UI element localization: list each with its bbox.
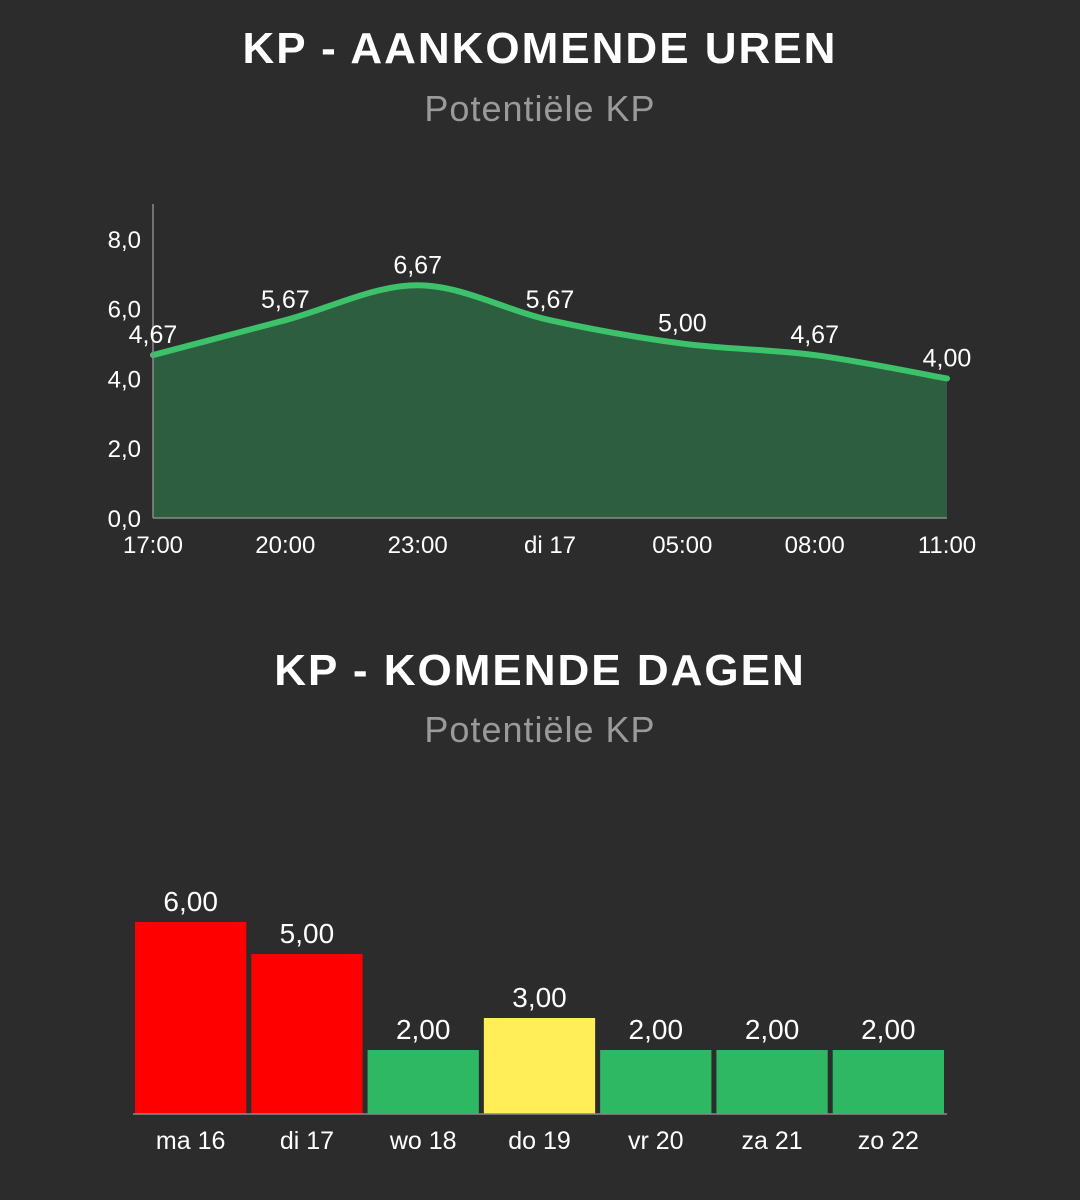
hourly-chart-subtitle: Potentiële KP (424, 88, 656, 129)
hourly-chart-title: KP - AANKOMENDE UREN (242, 24, 838, 73)
bar (251, 954, 363, 1114)
daily-kp-bar-chart: 6,00 ma 16 5,00 di 17 2,00 wo 18 3,00 do 19 2,00… (133, 886, 947, 1155)
daily-chart-subtitle: Potentiële KP (424, 709, 656, 750)
data-label: 5,67 (261, 286, 310, 314)
data-label: 2,00 (861, 1014, 916, 1045)
y-tick-label: 4,0 (108, 366, 141, 393)
data-label: 6,00 (163, 886, 218, 917)
x-tick-label: vr 20 (628, 1127, 684, 1155)
y-tick-label: 6,0 (108, 297, 141, 324)
data-label: 3,00 (512, 982, 567, 1013)
data-label: 4,00 (923, 344, 972, 372)
x-tick-label: 20:00 (255, 532, 315, 559)
x-tick-label: 08:00 (785, 532, 845, 559)
x-tick-label: di 17 (524, 532, 576, 559)
bar (716, 1050, 828, 1114)
x-tick-label: 05:00 (652, 532, 712, 559)
data-label: 4,67 (129, 321, 178, 349)
daily-chart-title: KP - KOMENDE DAGEN (274, 646, 806, 695)
bar (832, 1050, 944, 1114)
data-label: 4,67 (790, 321, 839, 349)
x-tick-label: 11:00 (918, 532, 976, 559)
y-tick-label: 2,0 (108, 436, 141, 463)
data-label: 2,00 (629, 1014, 684, 1045)
x-tick-label: ma 16 (156, 1127, 225, 1155)
bar (135, 922, 247, 1114)
x-tick-label: zo 22 (858, 1127, 919, 1155)
bar (367, 1050, 479, 1114)
x-tick-label: do 19 (508, 1127, 571, 1155)
x-tick-label: 17:00 (123, 532, 183, 559)
data-label: 5,00 (280, 918, 335, 949)
data-label: 2,00 (396, 1014, 451, 1045)
bar (600, 1050, 712, 1114)
x-tick-label: wo 18 (389, 1127, 457, 1155)
data-label: 2,00 (745, 1014, 800, 1045)
data-label: 5,67 (526, 286, 575, 314)
y-tick-label: 0,0 (108, 506, 141, 533)
data-label: 5,00 (658, 310, 707, 338)
x-tick-label: za 21 (741, 1127, 802, 1155)
hourly-kp-area-chart: 0,0 2,0 4,0 6,0 8,0 17:00 20:00 23:00 di 17 05:00… (108, 204, 976, 559)
x-tick-label: 23:00 (388, 532, 448, 559)
y-tick-label: 8,0 (108, 227, 141, 254)
bar (483, 1018, 596, 1114)
data-label: 6,67 (393, 251, 442, 279)
x-tick-label: di 17 (280, 1127, 334, 1155)
area-fill (153, 285, 947, 518)
